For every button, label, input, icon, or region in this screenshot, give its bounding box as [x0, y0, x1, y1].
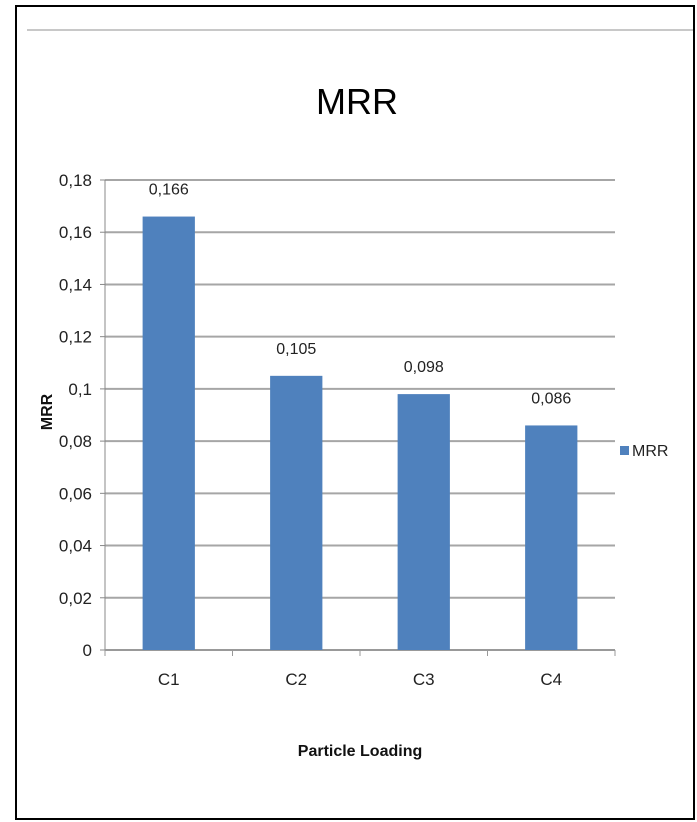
y-axis-label: MRR [39, 393, 56, 430]
y-tick-label: 0,16 [59, 223, 92, 242]
y-tick-label: 0,08 [59, 432, 92, 451]
legend: MRR [620, 443, 668, 460]
x-axis-ticks: C1 C2 C3 C4 [104, 650, 616, 689]
x-tick-label-c2: C2 [285, 670, 307, 689]
x-tick-label-c4: C4 [540, 670, 562, 689]
y-tick-label: 0,06 [59, 484, 92, 503]
y-axis-ticks: 0 0,02 0,04 0,06 0,08 0,1 0,12 0,14 0,16 0,18 [59, 171, 105, 660]
data-label-c2: 0,105 [276, 341, 316, 358]
legend-label-mrr: MRR [632, 443, 668, 460]
x-tick-label-c1: C1 [158, 670, 180, 689]
data-label-c1: 0,166 [149, 182, 189, 199]
data-labels: 0,166 0,105 0,098 0,086 [149, 182, 572, 408]
bar-c2 [270, 375, 323, 650]
top-divider [27, 29, 693, 31]
bars [142, 216, 578, 651]
y-tick-label: 0,02 [59, 589, 92, 608]
y-tick-label: 0,12 [59, 328, 92, 347]
chart-title: MRR [316, 81, 398, 122]
bar-c4 [525, 425, 578, 650]
data-label-c4: 0,086 [531, 390, 571, 407]
y-tick-label: 0,1 [68, 380, 92, 399]
bar-c3 [397, 394, 450, 650]
y-tick-label: 0,18 [59, 171, 92, 190]
legend-swatch-mrr [620, 446, 629, 455]
y-tick-label: 0 [83, 641, 92, 660]
data-label-c3: 0,098 [404, 359, 444, 376]
chart-frame [15, 5, 695, 820]
y-tick-label: 0,04 [59, 537, 92, 556]
x-axis-label: Particle Loading [298, 743, 422, 760]
y-tick-label: 0,14 [59, 275, 92, 294]
bar-c1 [142, 216, 195, 651]
x-tick-label-c3: C3 [413, 670, 435, 689]
